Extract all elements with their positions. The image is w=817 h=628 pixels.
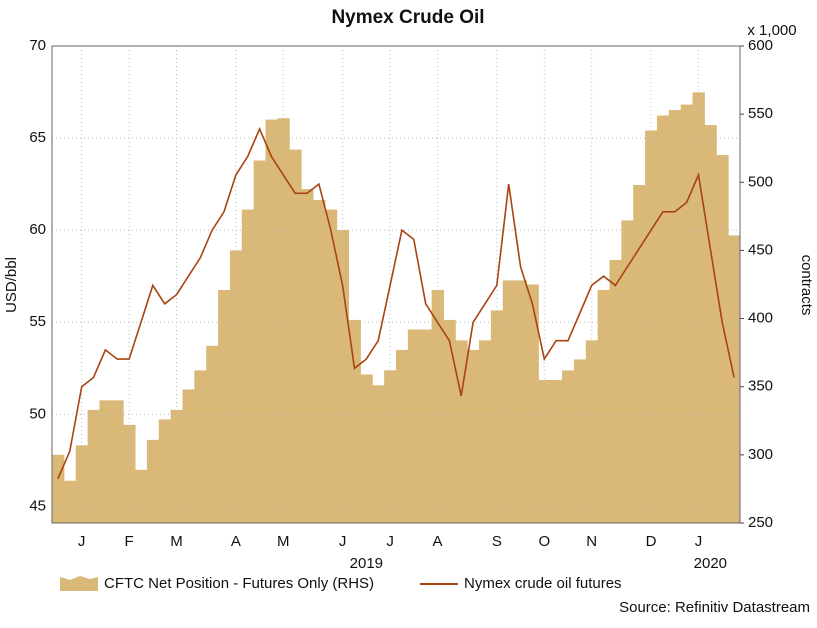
source: Source: Refinitiv Datastream: [619, 599, 810, 616]
y2-tick-label: 450: [748, 241, 773, 258]
area-step: [467, 349, 480, 523]
area-step: [99, 400, 112, 523]
area-step: [194, 370, 207, 523]
area-step: [550, 379, 563, 523]
y2-unit-label: x 1,000: [747, 22, 796, 39]
x-tick-label: M: [170, 533, 183, 550]
y2-axis-label: contracts: [798, 255, 815, 316]
y2-tick-label: 550: [748, 105, 773, 122]
y-tick-label: 45: [29, 497, 46, 514]
area-step: [704, 125, 717, 523]
area-step: [289, 149, 302, 523]
x-tick-label: A: [433, 533, 443, 550]
y-tick-label: 70: [29, 37, 46, 54]
area-step: [656, 115, 670, 524]
area-step: [301, 189, 314, 523]
y-axis-label: USD/bbl: [3, 257, 20, 313]
y-tick-label: 55: [29, 313, 46, 330]
area-step: [218, 289, 231, 523]
y2-tick-label: 350: [748, 378, 773, 395]
area-step: [146, 439, 160, 523]
x-tick-label: J: [78, 533, 86, 550]
area-step: [443, 319, 456, 523]
area-step: [514, 280, 527, 523]
x-tick-label: S: [492, 533, 502, 550]
area-step: [490, 310, 504, 523]
x-tick-label: J: [386, 533, 394, 550]
area-step: [87, 409, 100, 523]
area-step: [372, 385, 385, 523]
x-tick-label: A: [231, 533, 241, 550]
price-line: [57, 126, 735, 480]
area-step: [360, 374, 373, 523]
area-step: [277, 118, 290, 523]
y2-tick-label: 250: [748, 514, 773, 531]
area-step: [182, 389, 195, 523]
area-step: [585, 340, 599, 523]
x-tick-label: D: [646, 533, 657, 550]
area-step: [123, 424, 136, 523]
area-step: [526, 284, 539, 523]
area-step: [680, 104, 694, 524]
x-tick-label: O: [538, 533, 550, 550]
chart-title: Nymex Crude Oil: [331, 7, 484, 28]
x-tick-label: F: [125, 533, 134, 550]
x-group-label: 2019: [350, 555, 383, 572]
legend-label: CFTC Net Position - Futures Only (RHS): [104, 575, 374, 592]
legend-swatch: [60, 576, 98, 591]
x-tick-label: N: [586, 533, 597, 550]
y2-tick-label: 300: [748, 446, 773, 463]
area-step: [407, 329, 421, 523]
area-step: [419, 329, 433, 523]
area-step: [621, 220, 634, 523]
x-tick-label: M: [277, 533, 290, 550]
area-step: [265, 119, 278, 523]
plot-frame: [51, 45, 741, 524]
area-step: [312, 200, 326, 523]
area-step: [135, 469, 148, 523]
x-tick-label: J: [695, 533, 703, 550]
area-step: [52, 454, 65, 523]
area-step: [538, 379, 551, 523]
area-step: [609, 259, 622, 523]
area-step: [253, 160, 267, 524]
area-step: [241, 209, 255, 524]
area-step: [668, 110, 682, 523]
x-group-label: 2020: [694, 555, 727, 572]
area-step: [206, 345, 219, 523]
area-step: [348, 319, 361, 523]
y-tick-label: 65: [29, 129, 46, 146]
area-step: [75, 445, 89, 523]
area-step: [716, 155, 729, 523]
area-step: [336, 229, 350, 523]
y-tick-label: 60: [29, 221, 46, 238]
legend-label: Nymex crude oil futures: [464, 575, 622, 592]
area-step: [633, 185, 646, 524]
area-step: [63, 480, 77, 523]
area-step: [728, 235, 741, 524]
y2-tick-label: 400: [748, 310, 773, 327]
area-step: [597, 289, 611, 523]
area-step: [573, 359, 587, 523]
area-step: [324, 209, 338, 524]
area-step: [396, 349, 409, 523]
area-step: [158, 419, 172, 523]
area-step: [562, 370, 575, 523]
x-tick-label: J: [339, 533, 347, 550]
y2-tick-label: 600: [748, 37, 773, 54]
area-step: [111, 400, 124, 523]
y-tick-label: 50: [29, 405, 46, 422]
area-step: [502, 280, 516, 523]
y2-tick-label: 500: [748, 173, 773, 190]
area-step: [479, 340, 492, 523]
